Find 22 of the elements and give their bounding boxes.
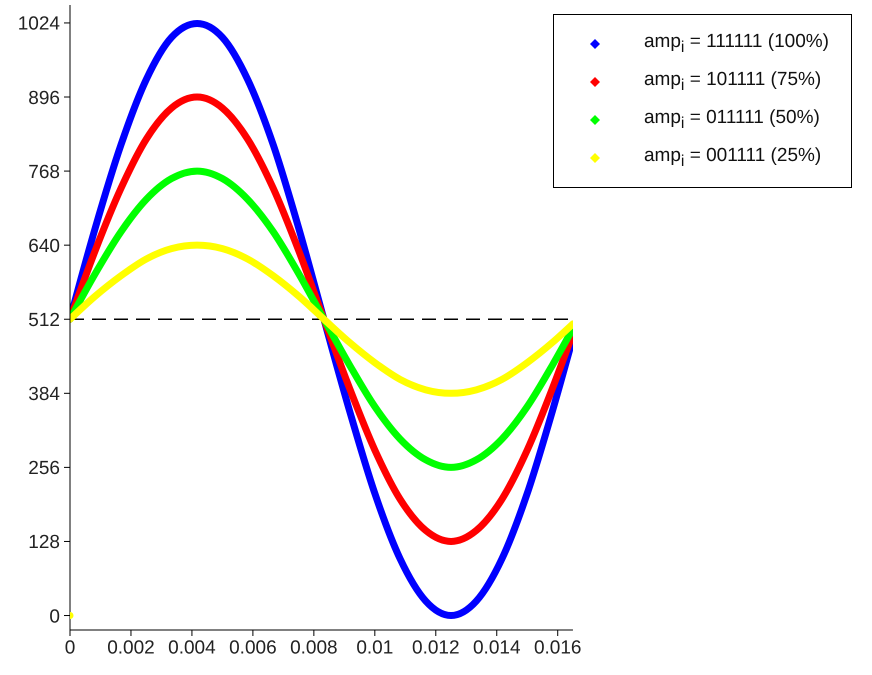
x-tick-label: 0.014 [472, 637, 521, 658]
y-tick-label: 640 [28, 236, 60, 257]
y-tick-label: 384 [28, 384, 60, 406]
y-tick-label: 896 [28, 88, 60, 109]
x-tick-label: 0.008 [290, 637, 338, 658]
legend-label: amp$_{i}$ = 011111 (50%) [644, 107, 820, 133]
legend-label: amp$_{i}$ = 101111 (75%) [644, 69, 822, 95]
y-tick-label: 768 [28, 162, 60, 183]
legend-label: amp$_{i}$ = 111111 (100%) [644, 31, 829, 57]
x-tick-label: 0 [64, 637, 76, 658]
x-tick-label: 0.006 [229, 637, 277, 658]
y-tick-label: 128 [28, 532, 60, 554]
legend-label: amp$_{i}$ = 001111 (25%) [644, 145, 822, 171]
y-tick-label: 0 [49, 606, 60, 628]
y-tick-label: 1024 [18, 14, 60, 35]
x-tick-label: 0.01 [356, 637, 394, 658]
y-tick-label: 256 [28, 458, 60, 480]
x-tick-label: 0.004 [168, 637, 216, 658]
y-tick-label: 512 [28, 310, 60, 331]
x-tick-label: 0.012 [412, 637, 460, 658]
x-tick-label: 0.016 [534, 637, 582, 658]
x-tick-label: 0.002 [107, 637, 155, 658]
